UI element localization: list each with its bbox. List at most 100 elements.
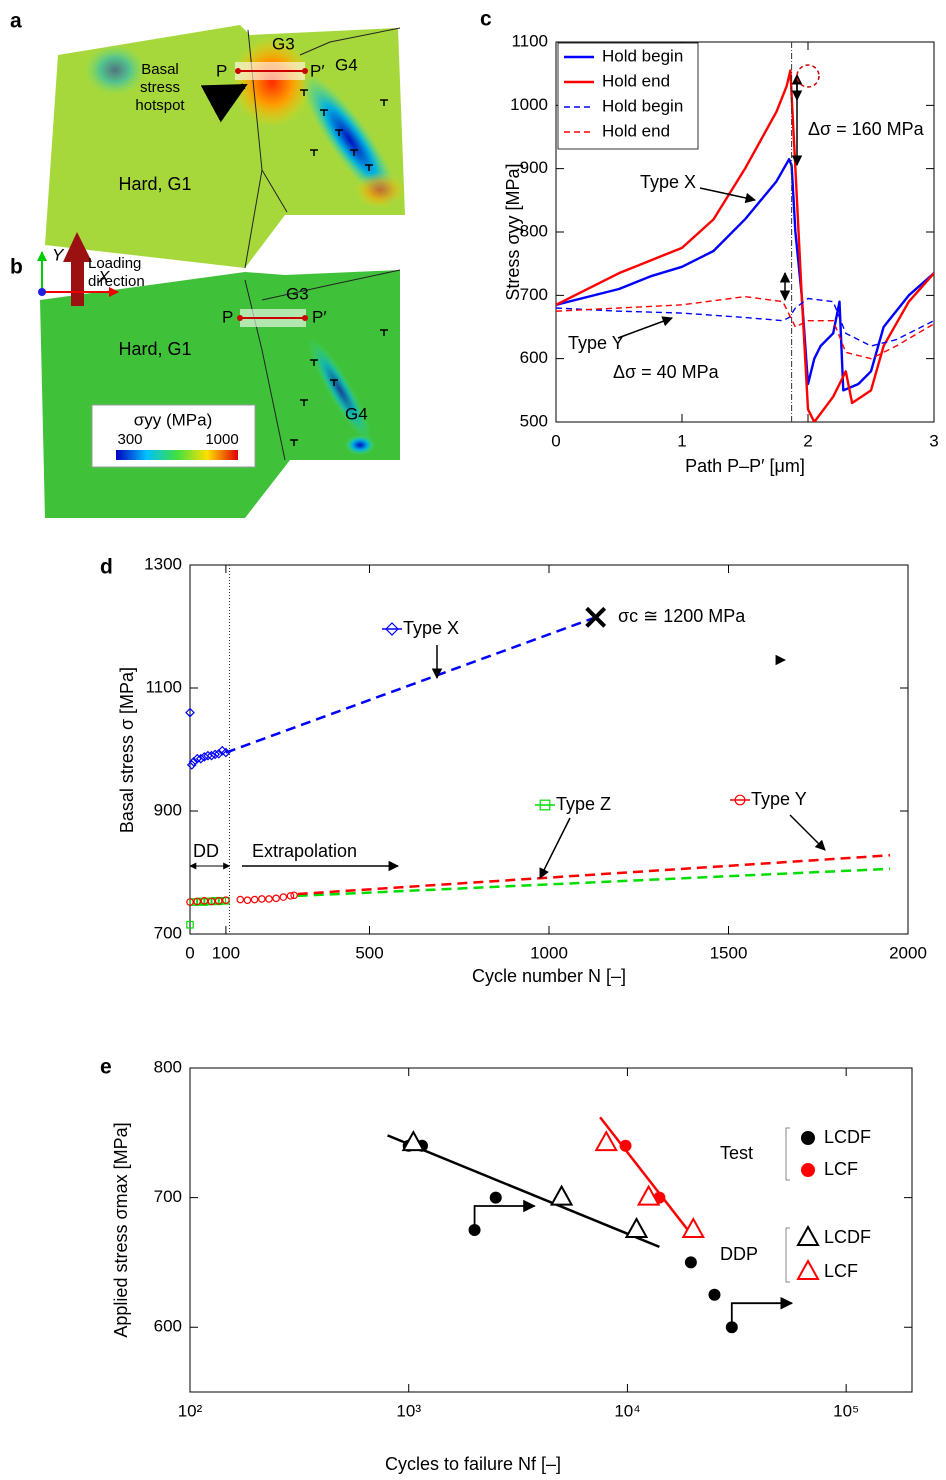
colorbar-label: σyy (MPa) — [134, 410, 213, 429]
legend-label: LCF — [824, 1159, 858, 1179]
y-tick-label: 500 — [520, 411, 548, 430]
x-axis-label: Cycle number N [–] — [472, 966, 626, 986]
runout-arrow — [475, 1206, 535, 1230]
marker — [801, 1131, 815, 1145]
marker — [266, 896, 272, 902]
legend-label: LCDF — [824, 1127, 871, 1147]
y-tick-label: 700 — [520, 285, 548, 304]
grain-label: G4 — [335, 55, 358, 74]
loading-label: direction — [88, 273, 145, 290]
annotation: Type X — [640, 172, 696, 192]
plot-frame — [190, 565, 908, 934]
y-tick-label: 900 — [520, 158, 548, 177]
panel-label: d — [100, 556, 113, 579]
y-tick-label: 800 — [154, 1057, 182, 1076]
point-label: P′ — [310, 61, 325, 80]
axis-x-label: X — [97, 267, 110, 286]
grain-label: G4 — [345, 404, 368, 423]
annotation: DD — [193, 841, 219, 861]
legend-bracket — [786, 1128, 790, 1180]
figure: abG3G4PP′BasalstresshotspotHard, G1Loadi… — [0, 0, 946, 1480]
hotspot-label: stress — [140, 79, 180, 96]
legend-label: Type X — [403, 618, 459, 638]
x-tick-label: 3 — [929, 431, 938, 450]
annotation: Δσ = 160 MPa — [808, 119, 925, 139]
annotation: Δσ = 40 MPa — [613, 362, 720, 382]
panel-label: e — [100, 1056, 112, 1079]
series-line — [298, 855, 890, 894]
panel-label: a — [10, 10, 22, 33]
marker — [237, 896, 243, 902]
hotspot-label: Basal — [141, 61, 179, 78]
fit-line — [600, 1117, 691, 1234]
arrow — [618, 318, 672, 338]
marker — [685, 1256, 697, 1268]
legend-label: LCDF — [824, 1227, 871, 1247]
colorbar-max: 1000 — [205, 431, 238, 448]
fit-line — [388, 1135, 660, 1246]
x-tick-label: 2 — [803, 431, 812, 450]
grain-label: G3 — [272, 34, 295, 53]
colorbar-min: 300 — [117, 431, 142, 448]
axis-y-label: Y — [52, 245, 65, 264]
panel-label: b — [10, 256, 23, 279]
x-tick-label: 10⁴ — [614, 1401, 640, 1420]
x-tick-label: 1000 — [530, 943, 568, 962]
grain-label: Hard, G1 — [118, 174, 191, 194]
plot-frame — [190, 1068, 912, 1392]
x-axis-label: Path P–P′ [μm] — [685, 456, 805, 476]
legend-group: Test — [720, 1143, 753, 1163]
legend-label: Hold begin — [602, 46, 683, 65]
legend-label: Hold begin — [602, 96, 683, 115]
y-tick-label: 900 — [154, 800, 182, 819]
x-tick-label: 1 — [677, 431, 686, 450]
critical-point — [587, 608, 605, 626]
marker — [259, 896, 265, 902]
x-tick-label: 2000 — [889, 943, 927, 962]
grain-label: G3 — [286, 284, 309, 303]
marker — [244, 897, 250, 903]
point-label: P — [216, 61, 227, 80]
highlight — [797, 65, 819, 87]
y-tick-label: 1100 — [511, 31, 548, 50]
x-tick-label: 500 — [355, 943, 383, 962]
marker — [490, 1192, 502, 1204]
y-tick-label: 700 — [154, 923, 182, 942]
y-tick-label: 1100 — [145, 677, 182, 696]
marker — [708, 1289, 720, 1301]
annotation: Extrapolation — [252, 841, 357, 861]
marker — [273, 895, 279, 901]
grain-label: Hard, G1 — [118, 339, 191, 359]
marker — [552, 1187, 572, 1205]
x-tick-label: 0 — [551, 431, 560, 450]
page: {"panels":{ "a":{"label":"a","grains":["… — [0, 0, 946, 1480]
legend-label: Hold end — [602, 121, 670, 140]
y-tick-label: 600 — [520, 348, 548, 367]
x-axis-label: Cycles to failure Nf [–] — [385, 1454, 561, 1474]
marker — [626, 1219, 646, 1237]
marker — [798, 1261, 818, 1279]
plot-area — [388, 1117, 691, 1247]
point-label: P′ — [312, 307, 327, 326]
legend-label: Type Y — [751, 789, 807, 809]
y-tick-label: 700 — [154, 1187, 182, 1206]
y-tick-label: 1300 — [144, 554, 182, 573]
y-tick-label: 600 — [154, 1317, 182, 1336]
marker — [798, 1227, 818, 1245]
x-tick-label: 10⁵ — [833, 1401, 859, 1420]
arrow — [540, 818, 570, 878]
panel-label: c — [480, 8, 492, 31]
legend-label: LCF — [824, 1261, 858, 1281]
x-tick-label: 10² — [178, 1401, 203, 1420]
series-line — [298, 869, 890, 896]
x-tick-label: 1500 — [710, 943, 748, 962]
legend-label: Type Z — [556, 794, 611, 814]
loading-label: Loading — [88, 255, 141, 272]
point-label: P — [222, 307, 233, 326]
y-tick-label: 1000 — [510, 95, 548, 114]
legend-bracket — [786, 1228, 790, 1282]
annotation: σc ≅ 1200 MPa — [618, 606, 746, 626]
marker — [801, 1163, 815, 1177]
marker — [280, 894, 286, 900]
arrow — [790, 815, 825, 850]
